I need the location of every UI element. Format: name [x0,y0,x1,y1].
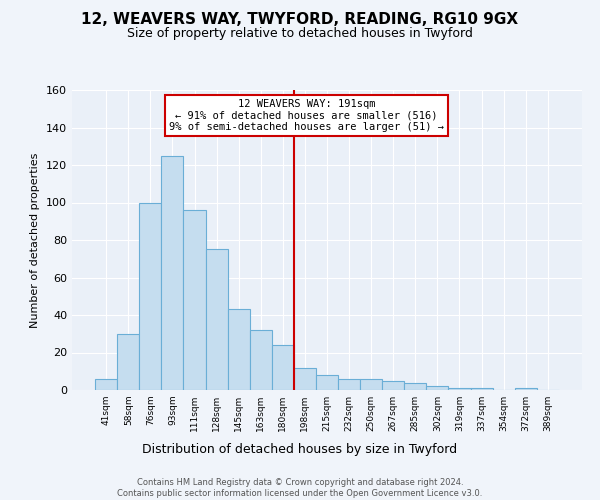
Bar [227,310,250,390]
Bar [206,250,227,390]
Bar [294,368,316,390]
Text: Distribution of detached houses by size in Twyford: Distribution of detached houses by size … [142,442,458,456]
Bar [316,375,338,390]
Text: Size of property relative to detached houses in Twyford: Size of property relative to detached ho… [127,28,473,40]
Bar [515,388,537,390]
Text: 12 WEAVERS WAY: 191sqm
← 91% of detached houses are smaller (516)
9% of semi-det: 12 WEAVERS WAY: 191sqm ← 91% of detached… [169,99,444,132]
Bar [95,379,117,390]
Bar [338,379,360,390]
Bar [360,379,382,390]
Bar [250,330,272,390]
Bar [139,202,161,390]
Bar [382,380,404,390]
Bar [184,210,206,390]
Bar [272,345,294,390]
Bar [117,334,139,390]
Bar [404,382,427,390]
Text: 12, WEAVERS WAY, TWYFORD, READING, RG10 9GX: 12, WEAVERS WAY, TWYFORD, READING, RG10 … [82,12,518,28]
Bar [161,156,184,390]
Bar [427,386,448,390]
Text: Contains HM Land Registry data © Crown copyright and database right 2024.
Contai: Contains HM Land Registry data © Crown c… [118,478,482,498]
Bar [448,388,470,390]
Y-axis label: Number of detached properties: Number of detached properties [31,152,40,328]
Bar [470,388,493,390]
